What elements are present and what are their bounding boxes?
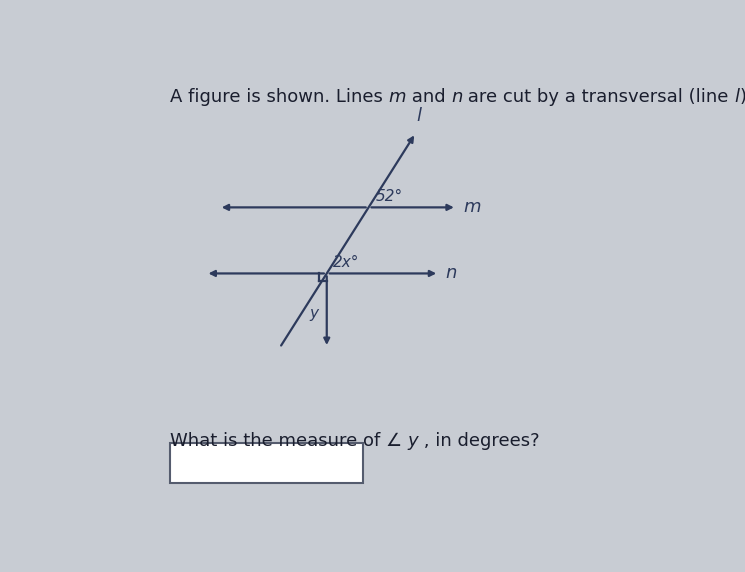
- Text: y: y: [309, 305, 318, 320]
- Text: n: n: [451, 89, 463, 106]
- Text: , in degrees?: , in degrees?: [418, 432, 539, 450]
- Text: m: m: [463, 198, 481, 216]
- Text: l: l: [416, 107, 422, 125]
- Text: and: and: [405, 89, 451, 106]
- Text: 2x°: 2x°: [333, 255, 360, 270]
- Text: ).: ).: [740, 89, 745, 106]
- Text: l: l: [735, 89, 740, 106]
- Text: 52°: 52°: [375, 189, 402, 204]
- Text: y: y: [408, 432, 418, 450]
- Bar: [170, 443, 364, 483]
- Text: A figure is shown. Lines: A figure is shown. Lines: [170, 89, 388, 106]
- Text: m: m: [388, 89, 405, 106]
- Text: What is the measure of ∠: What is the measure of ∠: [170, 432, 408, 450]
- Text: are cut by a transversal (line: are cut by a transversal (line: [463, 89, 735, 106]
- Text: n: n: [446, 264, 457, 283]
